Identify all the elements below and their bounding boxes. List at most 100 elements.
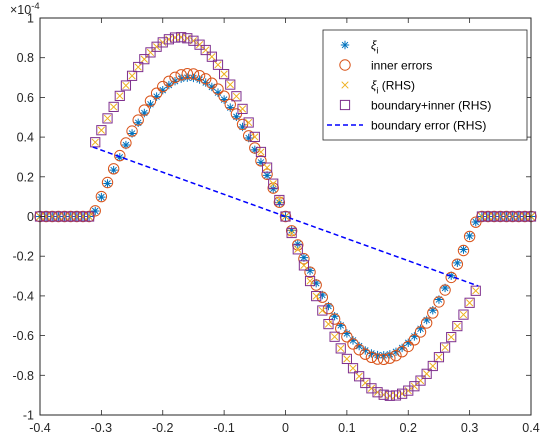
data-point <box>96 125 107 136</box>
data-point <box>90 137 101 148</box>
x-tick-label: -0.3 <box>91 421 113 435</box>
data-point <box>218 90 230 102</box>
data-point <box>263 163 271 172</box>
data-point <box>416 324 425 333</box>
x-tick-label: -0.4 <box>29 421 51 435</box>
data-point <box>465 231 474 241</box>
data-point <box>404 338 413 347</box>
data-point <box>116 92 124 100</box>
data-point <box>243 117 254 128</box>
data-point <box>447 333 455 341</box>
data-point <box>249 131 260 142</box>
data-point <box>435 353 443 361</box>
data-point <box>238 122 247 132</box>
legend-label: ξi (RHS) <box>371 79 415 96</box>
data-point <box>274 194 285 206</box>
data-point <box>361 346 370 355</box>
data-point <box>59 211 70 222</box>
data-point <box>212 59 224 70</box>
data-point <box>501 211 512 222</box>
data-point <box>391 347 401 356</box>
data-point <box>238 105 247 113</box>
data-point <box>433 296 445 308</box>
data-point <box>232 92 241 100</box>
data-point <box>187 68 200 80</box>
data-point <box>225 79 236 90</box>
data-point <box>85 212 93 221</box>
data-point <box>77 211 89 222</box>
data-point <box>507 211 518 222</box>
data-point <box>139 54 150 65</box>
legend-box <box>322 29 528 141</box>
data-point <box>452 321 463 332</box>
data-point <box>140 108 149 118</box>
data-point <box>453 322 462 330</box>
data-point <box>89 205 101 217</box>
data-point <box>152 43 161 51</box>
data-point <box>311 278 321 288</box>
data-point <box>165 35 173 43</box>
x-tick-label: 0.1 <box>338 421 355 435</box>
data-point <box>269 180 277 188</box>
data-point <box>95 190 108 203</box>
data-point <box>268 178 279 189</box>
data-point <box>490 212 498 221</box>
y-tick-label: 0.6 <box>17 91 34 105</box>
data-point <box>126 125 138 137</box>
data-point <box>255 146 267 158</box>
y-tick-label: 0.4 <box>17 131 34 145</box>
data-point <box>459 245 468 254</box>
data-point <box>386 392 394 400</box>
data-point <box>434 295 444 304</box>
data-point <box>109 165 118 175</box>
data-point <box>201 78 210 87</box>
data-point <box>439 342 451 353</box>
data-point <box>219 68 230 80</box>
data-point <box>441 343 449 352</box>
data-point <box>164 80 174 90</box>
data-point <box>132 114 144 126</box>
data-point <box>354 371 365 382</box>
x-tick-label: 0.3 <box>461 421 478 435</box>
data-point <box>476 210 488 223</box>
data-point <box>384 390 395 401</box>
data-point <box>366 383 377 394</box>
data-point <box>213 88 223 97</box>
data-point <box>294 245 302 253</box>
data-point <box>324 320 333 328</box>
data-point <box>232 112 241 121</box>
data-point <box>428 306 437 315</box>
legend-swatch <box>340 40 350 50</box>
data-point <box>354 341 364 351</box>
data-point <box>500 210 513 223</box>
data-point <box>42 212 50 221</box>
data-point <box>506 210 519 223</box>
x-tick-label: 0.4 <box>522 421 539 435</box>
data-point <box>360 377 371 389</box>
data-point <box>219 95 229 104</box>
data-point <box>293 239 302 249</box>
data-point <box>482 210 494 223</box>
data-point <box>250 145 260 155</box>
data-point <box>337 344 345 353</box>
data-point <box>348 336 358 345</box>
data-point <box>188 35 199 46</box>
data-point <box>317 305 328 316</box>
data-point <box>175 69 187 81</box>
data-point <box>255 155 267 167</box>
data-point <box>152 92 161 101</box>
data-point <box>54 212 63 221</box>
series-3 <box>34 32 537 401</box>
data-point <box>206 51 217 62</box>
data-point <box>385 350 395 359</box>
data-point <box>206 77 218 89</box>
legend-label: ξi <box>371 39 378 56</box>
data-point <box>453 258 462 268</box>
data-point <box>287 229 296 237</box>
data-point <box>322 302 335 315</box>
data-point <box>299 253 309 262</box>
legend-suffix: (RHS) <box>378 79 415 93</box>
data-point <box>298 253 310 265</box>
data-point <box>46 210 58 223</box>
data-point <box>365 351 378 364</box>
